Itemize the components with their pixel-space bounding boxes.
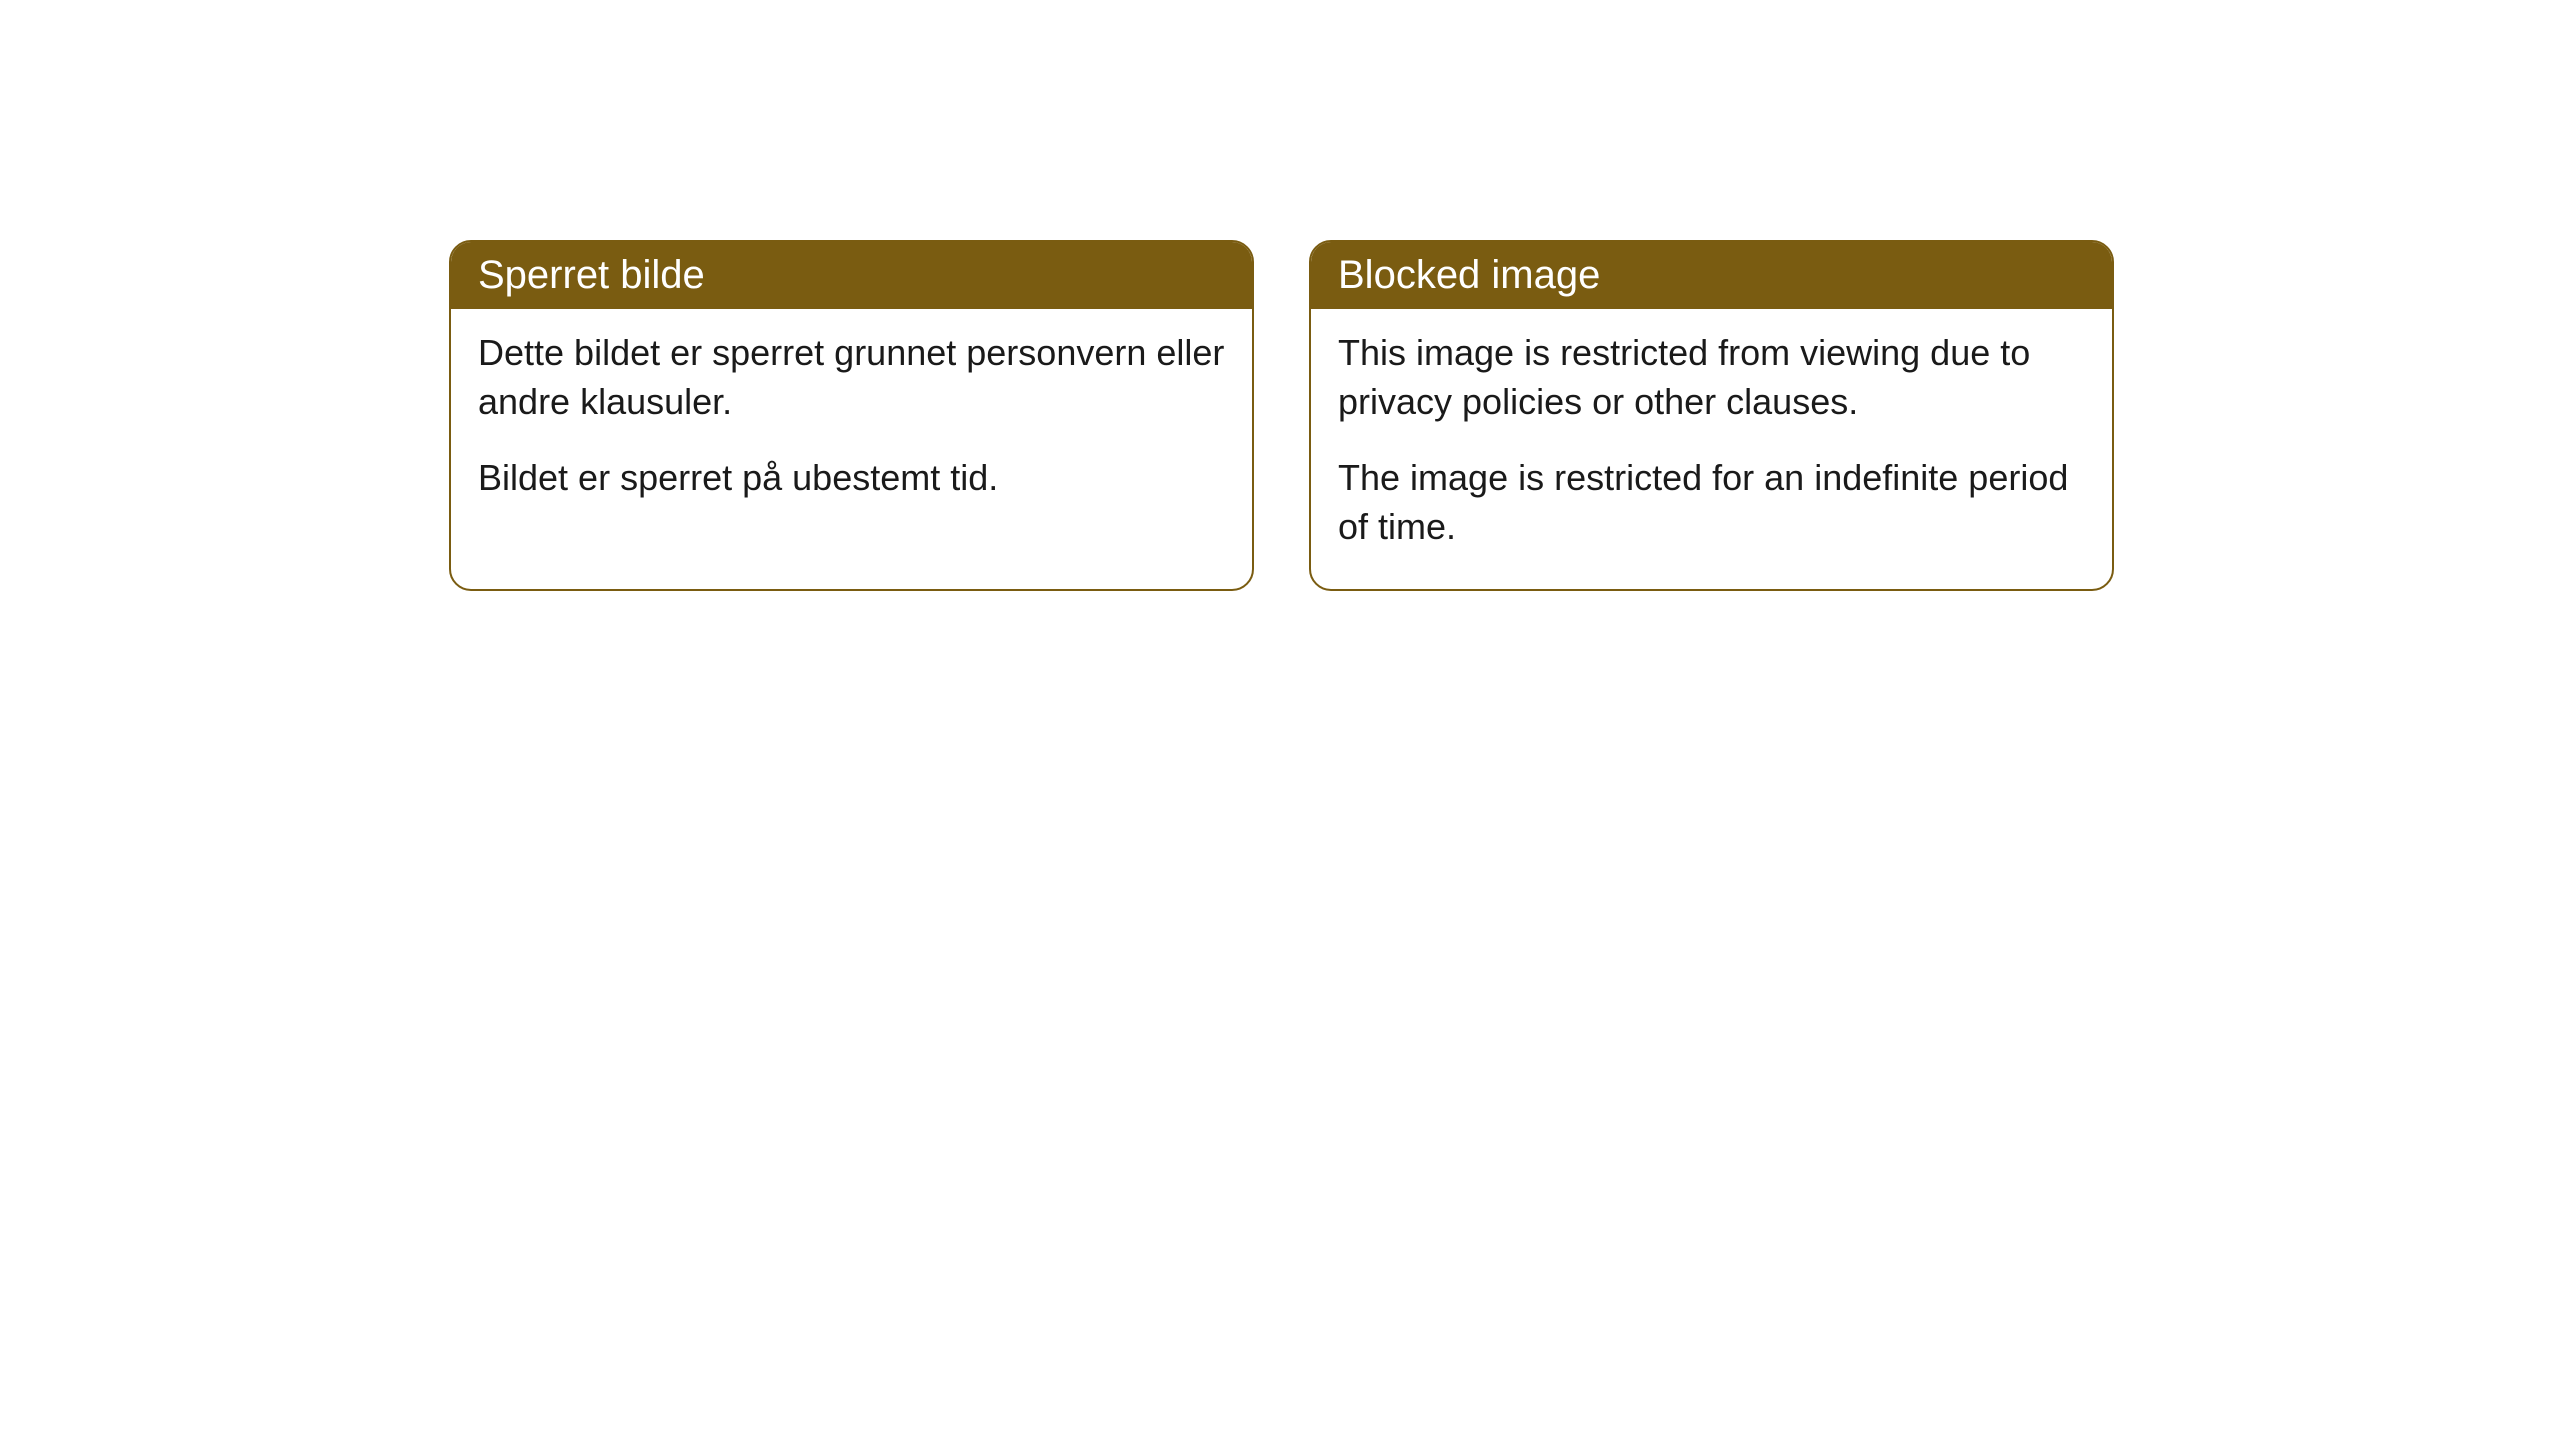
card-title: Blocked image [1311, 242, 2112, 309]
notice-cards-row: Sperret bilde Dette bildet er sperret gr… [449, 240, 2560, 591]
card-body: This image is restricted from viewing du… [1311, 309, 2112, 589]
card-paragraph: Dette bildet er sperret grunnet personve… [478, 329, 1225, 426]
notice-card-norwegian: Sperret bilde Dette bildet er sperret gr… [449, 240, 1254, 591]
card-paragraph: The image is restricted for an indefinit… [1338, 454, 2085, 551]
card-paragraph: Bildet er sperret på ubestemt tid. [478, 454, 1225, 503]
card-title: Sperret bilde [451, 242, 1252, 309]
card-body: Dette bildet er sperret grunnet personve… [451, 309, 1252, 541]
card-paragraph: This image is restricted from viewing du… [1338, 329, 2085, 426]
notice-card-english: Blocked image This image is restricted f… [1309, 240, 2114, 591]
